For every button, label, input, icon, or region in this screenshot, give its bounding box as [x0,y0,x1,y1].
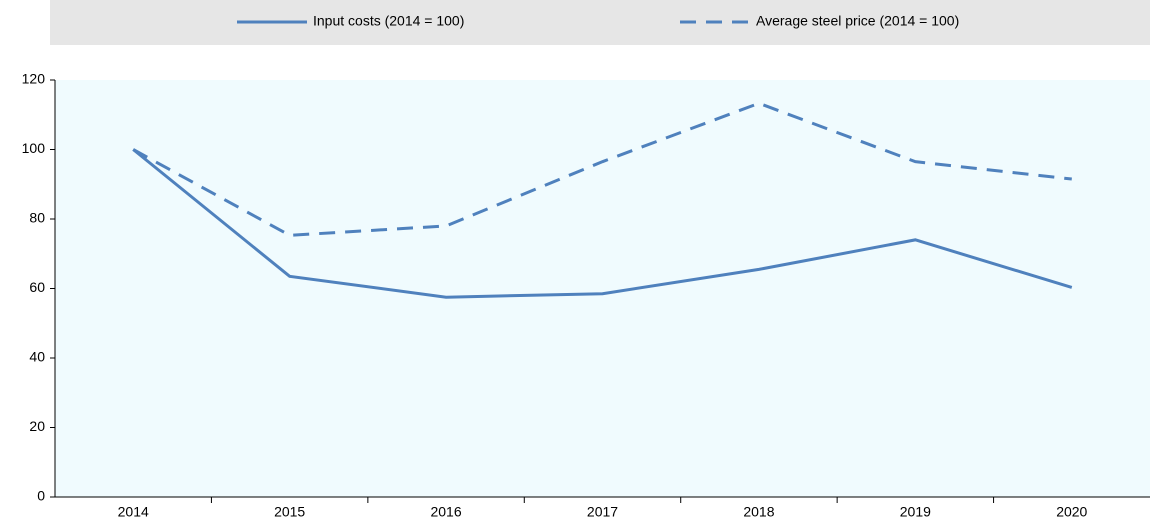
series-line [132,101,1072,237]
series-line [132,148,1073,299]
x-tick-label: 2020 [1056,504,1087,520]
legend-background [50,0,1150,45]
legend-label: Average steel price (2014 = 100) [756,13,959,29]
y-tick-label: 100 [22,140,46,156]
y-tick-label: 40 [29,349,45,365]
y-tick-label: 120 [22,71,46,87]
y-tick-label: 20 [29,418,45,434]
x-tick-label: 2016 [430,504,461,520]
x-tick-label: 2014 [118,504,149,520]
x-tick-label: 2018 [743,504,774,520]
y-tick-label: 80 [29,210,45,226]
y-tick-label: 0 [37,488,45,504]
x-tick-label: 2017 [587,504,618,520]
y-tick-label: 60 [29,279,45,295]
plot-background [55,80,1150,497]
x-tick-label: 2015 [274,504,305,520]
legend-label: Input costs (2014 = 100) [313,13,464,29]
x-tick-label: 2019 [900,504,931,520]
